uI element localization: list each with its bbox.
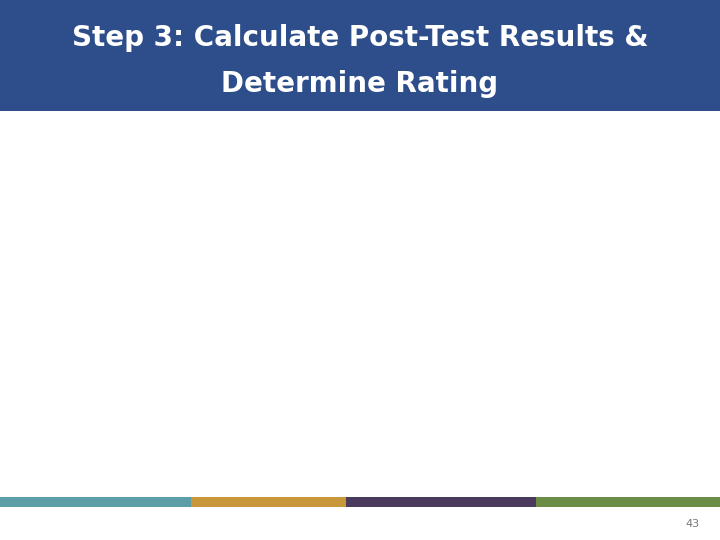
Bar — [346, 497, 536, 507]
Bar — [0, 497, 191, 507]
Text: Step 3: Calculate Post-Test Results &: Step 3: Calculate Post-Test Results & — [72, 24, 648, 52]
Bar — [536, 497, 720, 507]
Bar — [0, 0, 720, 111]
Text: 43: 43 — [685, 519, 700, 529]
Text: Determine Rating: Determine Rating — [222, 70, 498, 98]
Bar — [191, 497, 346, 507]
